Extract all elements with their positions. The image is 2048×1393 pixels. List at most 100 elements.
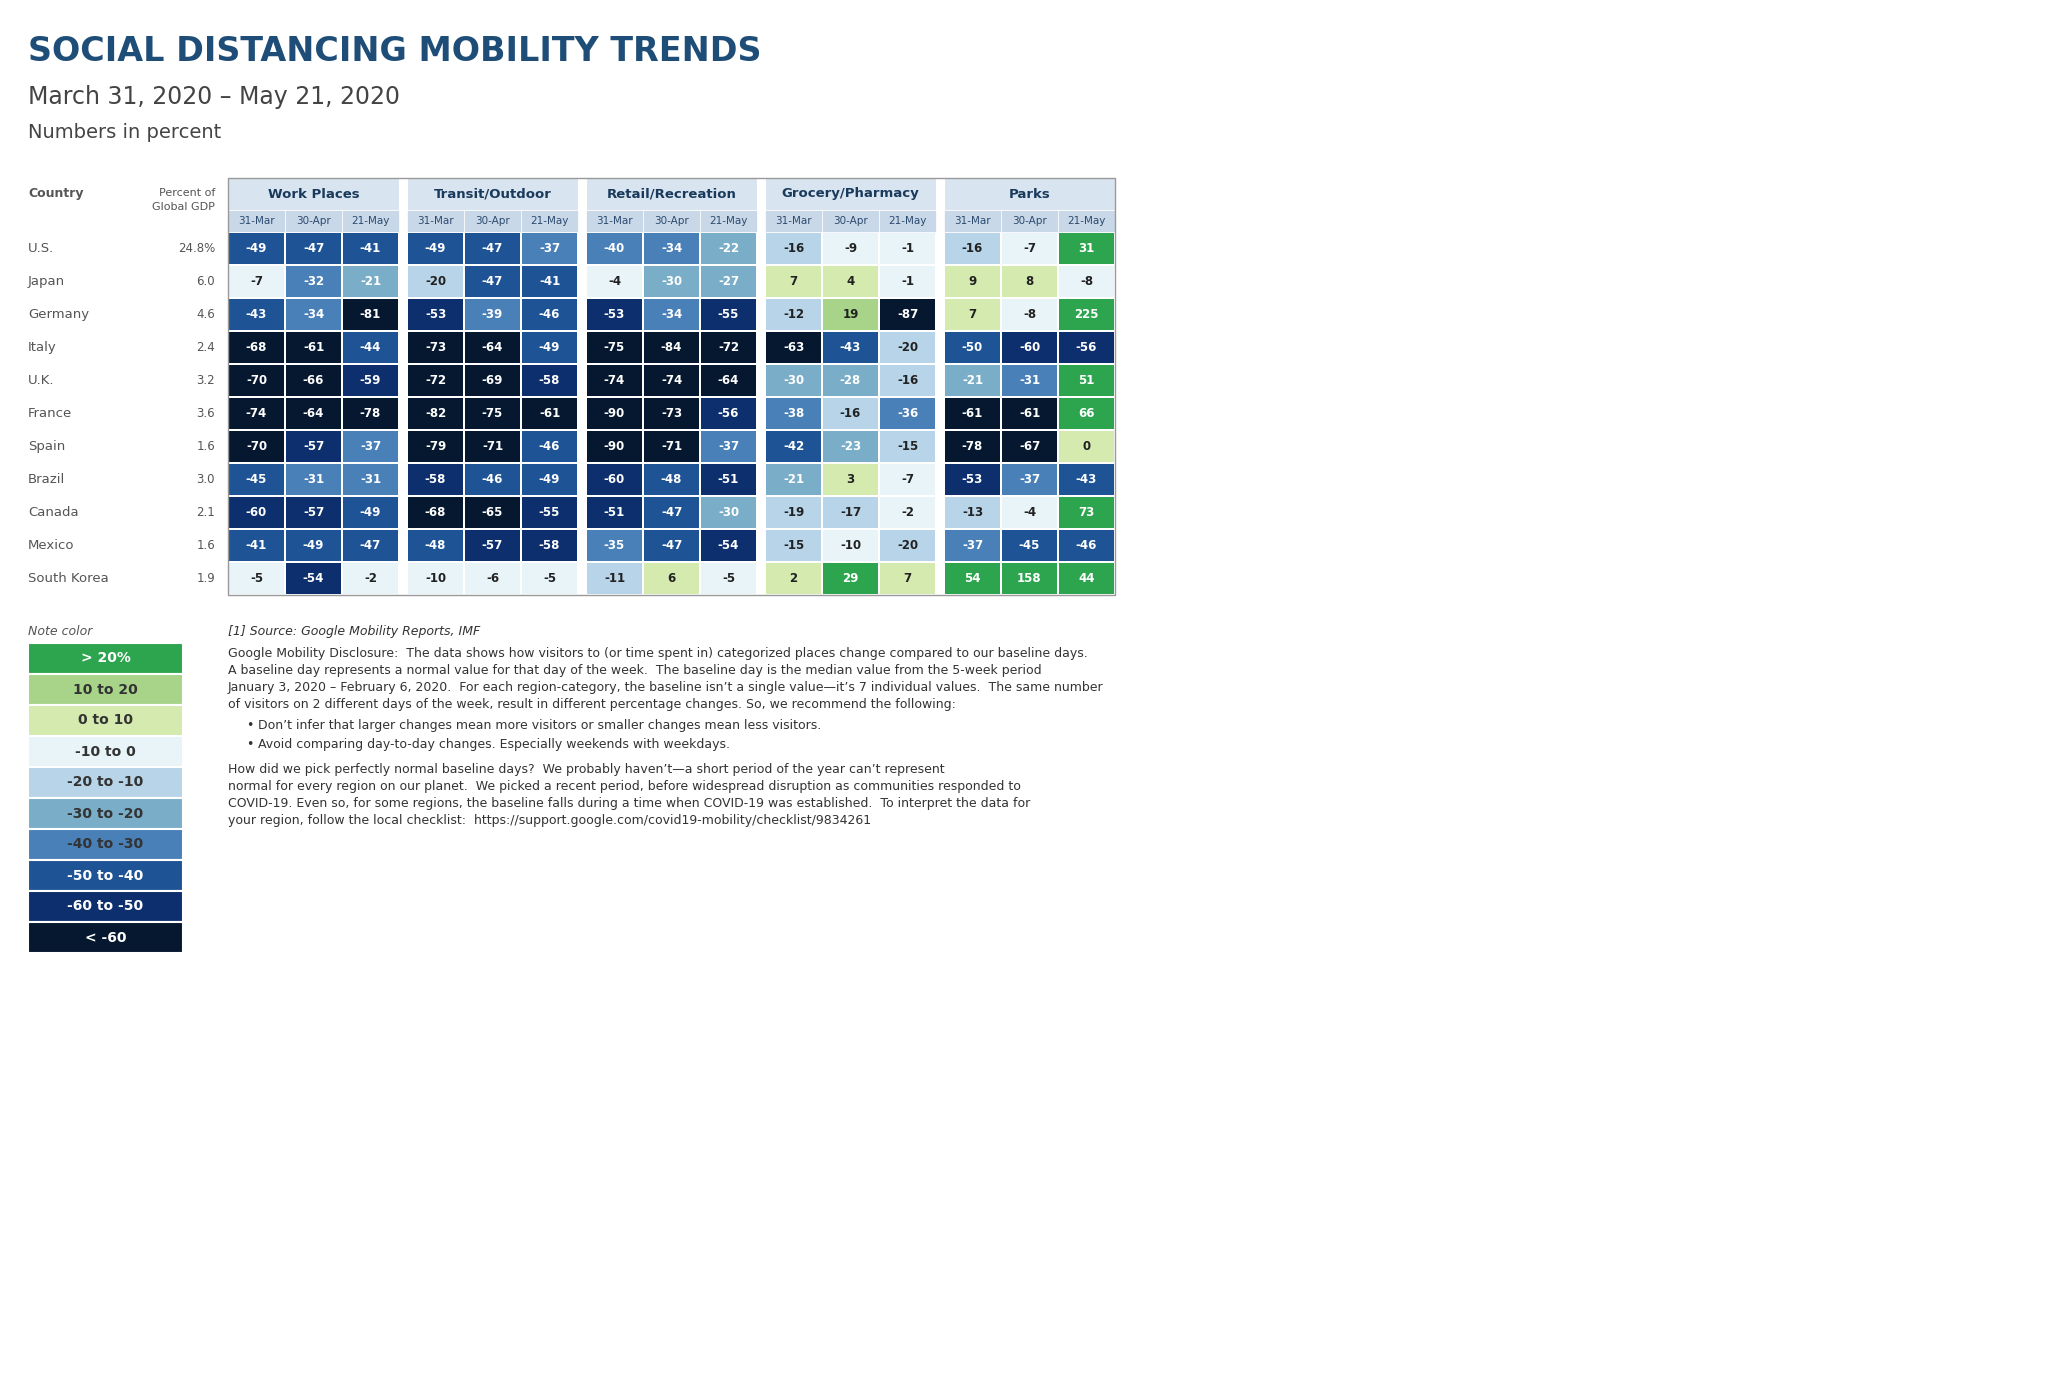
FancyBboxPatch shape [766,365,821,396]
FancyBboxPatch shape [643,398,698,429]
FancyBboxPatch shape [643,497,698,528]
FancyBboxPatch shape [643,563,698,595]
Text: -74: -74 [604,373,625,387]
FancyBboxPatch shape [29,768,182,798]
FancyBboxPatch shape [944,266,999,297]
Text: -38: -38 [782,407,805,421]
FancyBboxPatch shape [229,497,285,528]
Text: -5: -5 [723,573,735,585]
Text: -55: -55 [539,506,561,520]
FancyBboxPatch shape [588,529,643,561]
FancyBboxPatch shape [643,365,698,396]
FancyBboxPatch shape [287,430,342,462]
Text: -8: -8 [1022,308,1036,320]
FancyBboxPatch shape [1059,266,1114,297]
FancyBboxPatch shape [227,178,399,210]
Text: -73: -73 [662,407,682,421]
FancyBboxPatch shape [588,299,643,330]
FancyBboxPatch shape [588,497,643,528]
Text: -51: -51 [719,474,739,486]
FancyBboxPatch shape [881,563,936,595]
FancyBboxPatch shape [287,529,342,561]
FancyBboxPatch shape [408,398,463,429]
Text: -78: -78 [963,440,983,453]
FancyBboxPatch shape [1001,464,1057,495]
FancyBboxPatch shape [766,398,821,429]
Text: -90: -90 [604,440,625,453]
FancyBboxPatch shape [823,398,879,429]
Text: France: France [29,407,72,421]
Text: How did we pick perfectly normal baseline days?  We probably haven’t—a short per: How did we pick perfectly normal baselin… [227,763,944,776]
Text: -16: -16 [782,242,805,255]
FancyBboxPatch shape [823,529,879,561]
FancyBboxPatch shape [408,464,463,495]
FancyBboxPatch shape [881,430,936,462]
Text: -57: -57 [303,440,324,453]
Text: -15: -15 [782,539,805,552]
Text: 19: 19 [842,308,858,320]
FancyBboxPatch shape [287,266,342,297]
FancyBboxPatch shape [944,563,999,595]
Text: -16: -16 [897,373,918,387]
FancyBboxPatch shape [342,365,397,396]
FancyBboxPatch shape [1059,233,1114,265]
Text: -56: -56 [717,407,739,421]
Text: -5: -5 [250,573,262,585]
Text: 225: 225 [1075,308,1098,320]
Text: -65: -65 [481,506,504,520]
FancyBboxPatch shape [588,365,643,396]
Text: -1: -1 [901,274,913,288]
Text: -45: -45 [1018,539,1040,552]
Text: 31-Mar: 31-Mar [418,216,455,226]
Text: -82: -82 [424,407,446,421]
Text: -46: -46 [539,308,561,320]
FancyBboxPatch shape [408,430,463,462]
FancyBboxPatch shape [1001,398,1057,429]
Text: South Korea: South Korea [29,573,109,585]
Text: 31-Mar: 31-Mar [238,216,274,226]
Text: -60: -60 [246,506,266,520]
FancyBboxPatch shape [465,365,520,396]
Text: -10: -10 [840,539,860,552]
FancyBboxPatch shape [881,332,936,364]
Text: -54: -54 [717,539,739,552]
FancyBboxPatch shape [881,365,936,396]
FancyBboxPatch shape [700,233,756,265]
Text: 6.0: 6.0 [197,274,215,288]
Text: A baseline day represents a normal value for that day of the week.  The baseline: A baseline day represents a normal value… [227,664,1042,677]
FancyBboxPatch shape [1001,266,1057,297]
FancyBboxPatch shape [342,299,397,330]
FancyBboxPatch shape [643,529,698,561]
FancyBboxPatch shape [465,398,520,429]
FancyBboxPatch shape [944,299,999,330]
Text: Canada: Canada [29,506,78,520]
Text: 0: 0 [1083,440,1092,453]
Text: -75: -75 [604,341,625,354]
FancyBboxPatch shape [342,529,397,561]
FancyBboxPatch shape [522,332,578,364]
Text: 158: 158 [1018,573,1042,585]
FancyBboxPatch shape [588,233,643,265]
Text: -84: -84 [662,341,682,354]
Text: -37: -37 [360,440,381,453]
Text: COVID-19. Even so, for some regions, the baseline falls during a time when COVID: COVID-19. Even so, for some regions, the… [227,797,1030,809]
FancyBboxPatch shape [465,430,520,462]
Text: -30: -30 [662,274,682,288]
FancyBboxPatch shape [342,430,397,462]
Text: 31-Mar: 31-Mar [954,216,991,226]
FancyBboxPatch shape [1059,529,1114,561]
Text: -48: -48 [424,539,446,552]
Text: -12: -12 [782,308,805,320]
FancyBboxPatch shape [342,233,397,265]
FancyBboxPatch shape [823,332,879,364]
Text: -60: -60 [604,474,625,486]
Text: 31: 31 [1079,242,1094,255]
FancyBboxPatch shape [1001,563,1057,595]
FancyBboxPatch shape [522,266,578,297]
Text: -68: -68 [246,341,266,354]
Text: -17: -17 [840,506,860,520]
FancyBboxPatch shape [700,430,756,462]
FancyBboxPatch shape [944,210,1001,233]
Text: 30-Apr: 30-Apr [834,216,868,226]
Text: -71: -71 [662,440,682,453]
